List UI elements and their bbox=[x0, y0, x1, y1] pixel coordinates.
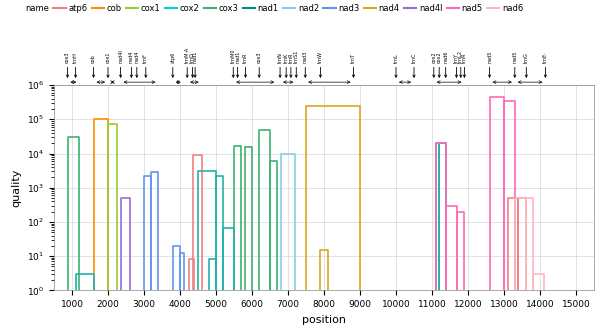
Text: trnD: trnD bbox=[190, 52, 195, 63]
Text: trnG: trnG bbox=[524, 52, 529, 63]
Text: trnL2: trnL2 bbox=[458, 50, 463, 63]
X-axis label: position: position bbox=[302, 315, 346, 325]
Text: trnT: trnT bbox=[351, 53, 356, 63]
Text: trnC: trnC bbox=[412, 52, 416, 63]
Text: nad4l: nad4l bbox=[118, 49, 123, 63]
Text: nad1: nad1 bbox=[235, 50, 240, 63]
Text: trnN: trnN bbox=[278, 52, 283, 63]
Text: trnR: trnR bbox=[243, 52, 248, 63]
Text: cox3: cox3 bbox=[257, 51, 262, 63]
Text: nad5: nad5 bbox=[487, 50, 492, 63]
Text: trnM·A: trnM·A bbox=[185, 47, 190, 63]
Text: nad1: nad1 bbox=[193, 50, 197, 63]
Text: nad3: nad3 bbox=[303, 50, 308, 63]
Text: trnS1: trnS1 bbox=[294, 50, 299, 63]
Text: trnL: trnL bbox=[394, 53, 398, 63]
Text: trnR: trnR bbox=[289, 52, 293, 63]
Y-axis label: quality: quality bbox=[11, 169, 22, 207]
Legend: name, atp6, cob, cox1, cox2, cox3, nad1, nad2, nad3, nad4, nad4l, nad5, nad6: name, atp6, cob, cox1, cox2, cox3, nad1,… bbox=[10, 4, 523, 13]
Text: cox2: cox2 bbox=[437, 51, 442, 63]
Text: cox1: cox1 bbox=[106, 51, 110, 63]
Text: cob: cob bbox=[91, 54, 96, 63]
Text: nad4: nad4 bbox=[134, 50, 139, 63]
Text: trnE·: trnE· bbox=[543, 51, 548, 63]
Text: cox3: cox3 bbox=[65, 51, 70, 63]
Text: nad4: nad4 bbox=[129, 50, 134, 63]
Text: trnR: trnR bbox=[462, 52, 467, 63]
Text: atp6: atp6 bbox=[170, 51, 175, 63]
Text: nad6: nad6 bbox=[443, 50, 448, 63]
Text: trnM0: trnM0 bbox=[231, 48, 236, 63]
Text: trnH: trnH bbox=[73, 52, 78, 63]
Text: trnY: trnY bbox=[454, 53, 459, 63]
Text: cox2: cox2 bbox=[431, 51, 436, 63]
Text: trnK: trnK bbox=[284, 52, 289, 63]
Text: trnW: trnW bbox=[318, 51, 323, 63]
Text: nad5: nad5 bbox=[512, 50, 517, 63]
Text: trnF: trnF bbox=[143, 53, 148, 63]
